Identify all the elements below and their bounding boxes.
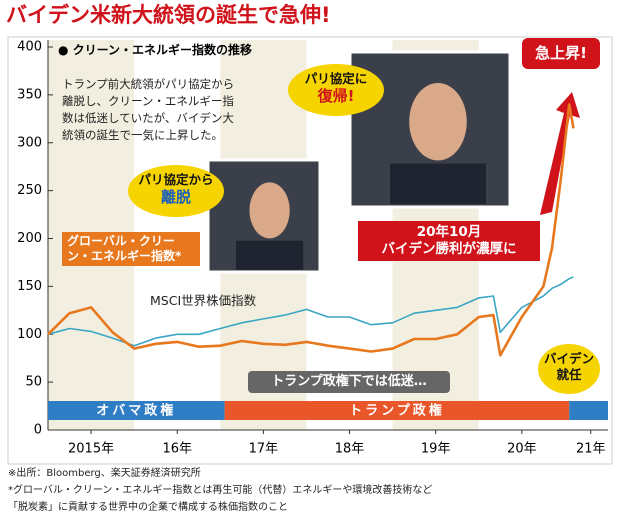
description-line: 数は低迷していたが、バイデン大 (62, 111, 234, 125)
x-tick-label: 17年 (249, 442, 279, 457)
y-tick-label: 300 (17, 135, 42, 150)
x-tick-label: 19年 (421, 442, 451, 457)
x-tick-label: 18年 (335, 442, 365, 457)
series-line (47, 103, 575, 357)
x-tick-label: 2015年 (68, 442, 114, 457)
annotation: トランプ政権下では低迷… (248, 371, 450, 394)
series-line (47, 276, 574, 347)
description-line: 離脱し、クリーン・エネルギー指 (62, 94, 234, 108)
annotation-line: トランプ政権下では低迷… (271, 374, 427, 389)
page-title: バイデン米新大統領の誕生で急伸! (6, 3, 331, 27)
annotation-line: 急上昇! (535, 44, 587, 62)
y-tick-label: 150 (17, 279, 42, 294)
y-tick-label: 0 (34, 423, 42, 438)
y-tick-label: 250 (17, 183, 42, 198)
photo-suit (236, 240, 304, 270)
y-tick-label: 400 (17, 40, 42, 55)
photo-face (249, 182, 290, 239)
annotation: 急上昇! (522, 38, 600, 69)
annotation-line: バイデン (543, 351, 594, 366)
rise-arrow (540, 92, 580, 215)
footnote: ※出所：Bloomberg、楽天証券経済研究所 (8, 468, 201, 479)
x-tick-label: 21年 (576, 442, 606, 457)
annotation-line: 20年10月 (416, 224, 482, 240)
series-label: MSCI世界株価指数 (150, 293, 257, 308)
y-tick-label: 350 (17, 87, 42, 102)
y-tick-label: 100 (17, 327, 42, 342)
annotation-line: 就任 (556, 366, 582, 382)
series-label: グローバル・クリーン・エネルギー指数* (62, 232, 200, 266)
annotation-line: 離脱 (160, 187, 191, 206)
period-bar (569, 401, 608, 420)
subtitle: ● クリーン・エネルギー指数の推移 (58, 43, 253, 57)
description-line: トランプ前大統領がパリ協定から (62, 77, 235, 91)
x-tick-label: 16年 (162, 442, 192, 457)
description-line: 統領の誕生で一気に上昇した。 (62, 128, 223, 142)
x-tick-label: 20年 (507, 442, 537, 457)
annotation-line: 復帰! (317, 86, 355, 105)
annotation-line: バイデン勝利が濃厚に (381, 240, 517, 257)
y-tick-label: 200 (17, 231, 42, 246)
photo-suit (390, 163, 486, 204)
annotation-line: パリ協定から (138, 172, 214, 187)
y-tick-label: 50 (25, 375, 42, 390)
footnote: *グローバル・クリーン・エネルギー指数とは再生可能（代替）エネルギーや環境改善技… (8, 485, 433, 496)
period-bar (224, 401, 570, 420)
annotation: パリ協定から 離脱 (128, 165, 224, 217)
footnote: 「脱炭素」に貢献する世界中の企業で構成する株価指数のこと (8, 502, 288, 513)
annotation-line: パリ協定に (304, 71, 368, 86)
annotation: バイデン 就任 (538, 344, 600, 394)
period-bar (48, 401, 225, 420)
annotation: パリ協定に 復帰! (288, 64, 384, 116)
period-label: オバマ政権 (96, 403, 176, 419)
photo-face (409, 83, 467, 161)
period-label: トランプ政権 (349, 403, 445, 419)
annotation: 20年10月 バイデン勝利が濃厚に (358, 221, 540, 261)
